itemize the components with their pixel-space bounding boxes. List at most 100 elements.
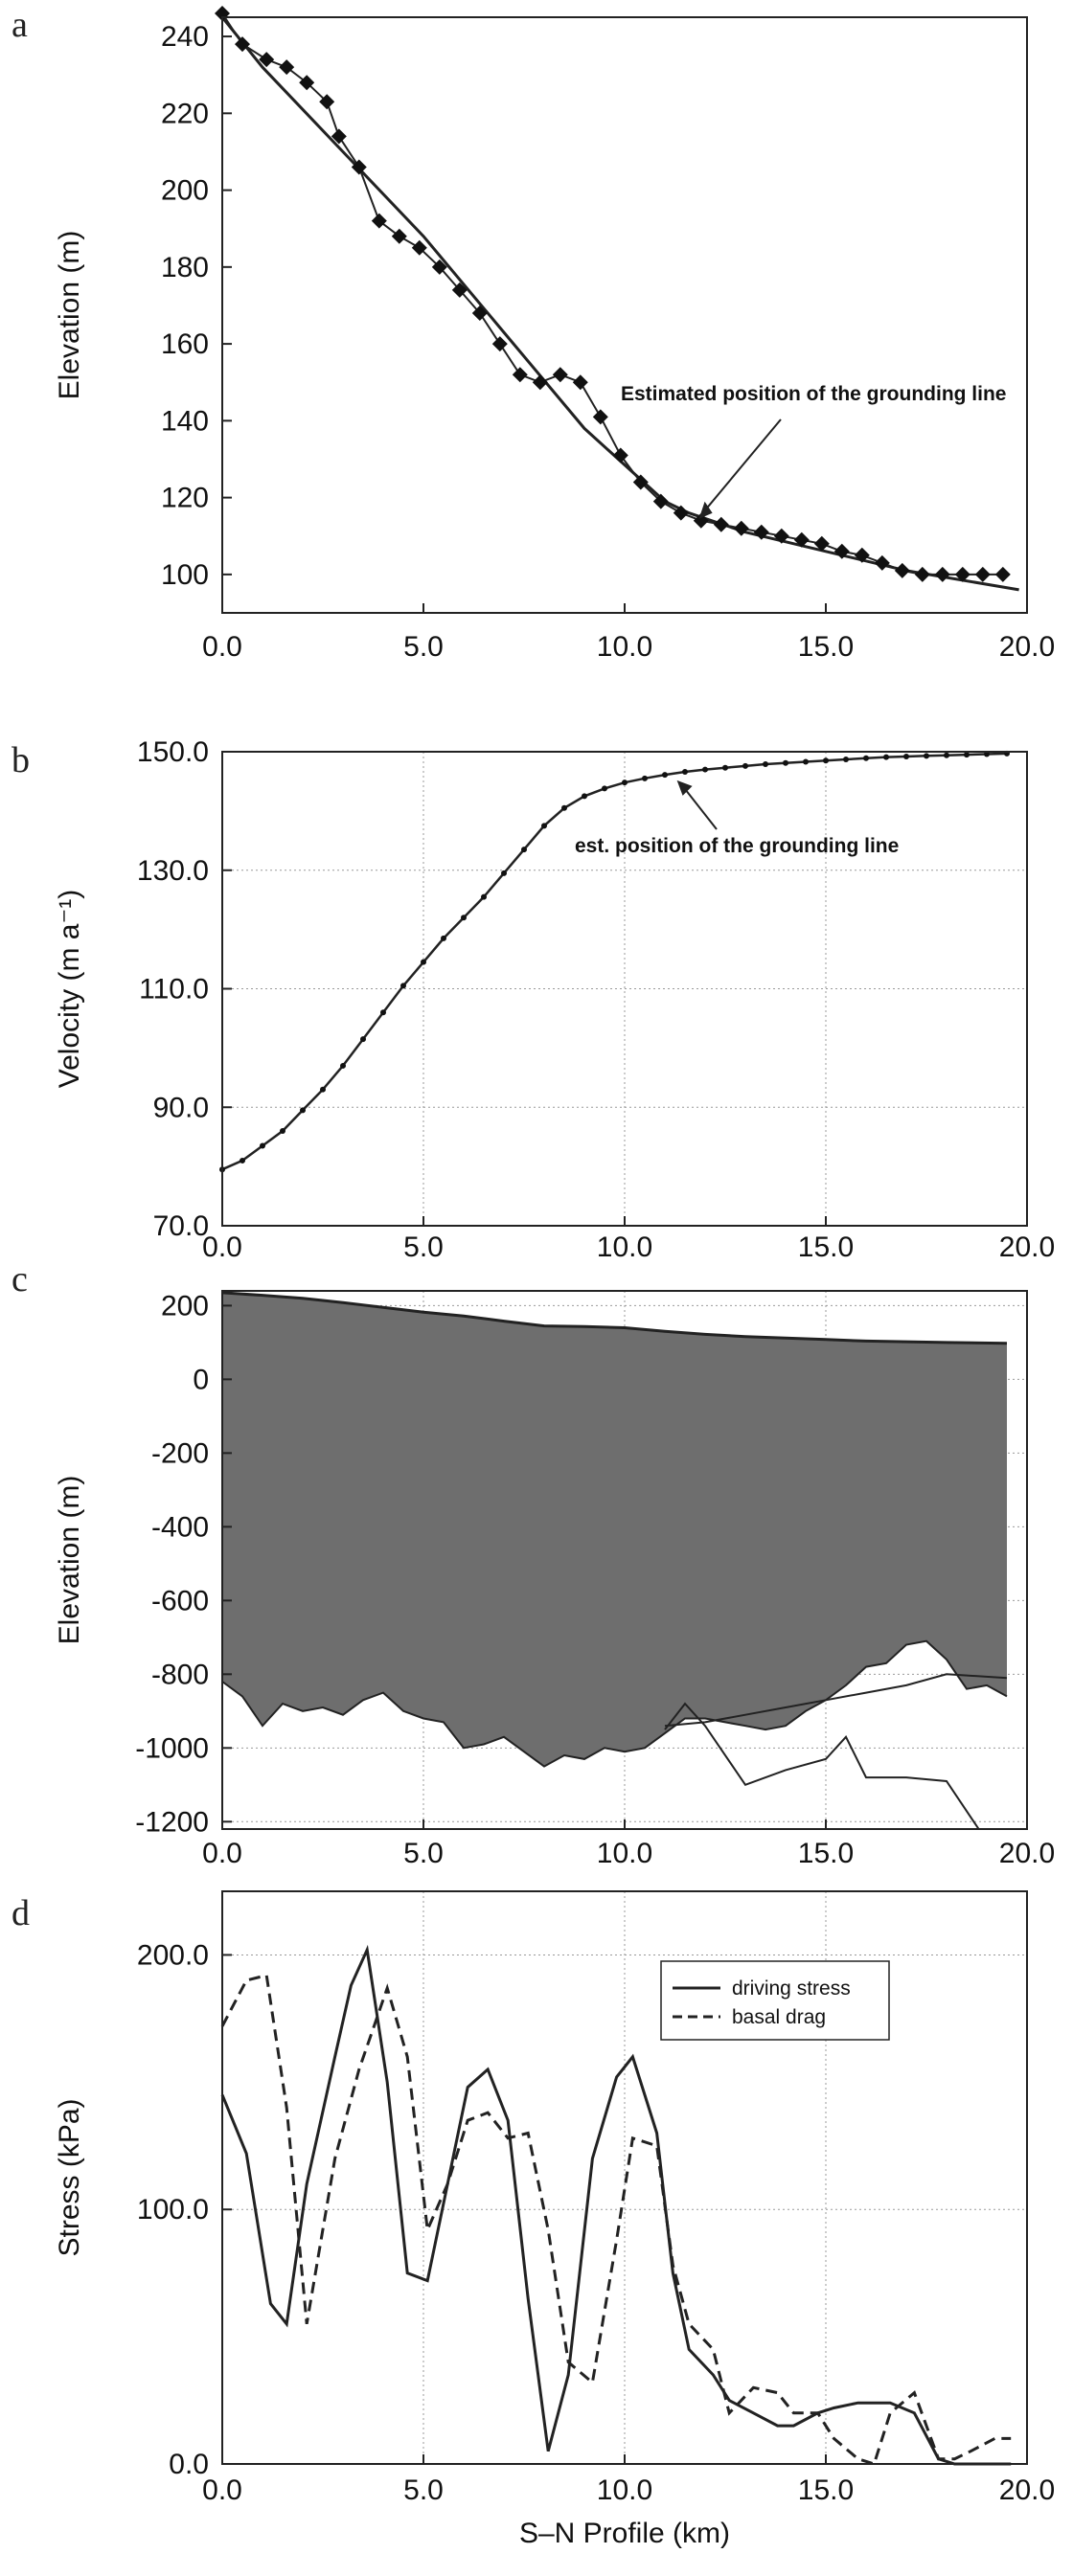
x-tick-label: 5.0	[403, 1838, 444, 1869]
velocity-point	[944, 752, 949, 758]
velocity-point	[461, 915, 467, 921]
y-tick-label: -400	[151, 1511, 209, 1543]
diamond-marker	[491, 336, 508, 352]
y-axis-label: Elevation (m)	[54, 1476, 85, 1645]
velocity-point	[924, 753, 929, 759]
diamond-marker	[854, 547, 870, 563]
diamond-marker	[319, 94, 335, 110]
x-tick-label: 15.0	[798, 631, 854, 663]
diamond-marker	[954, 566, 970, 582]
x-tick-label: 15.0	[798, 1232, 854, 1263]
diamond-marker	[773, 528, 789, 544]
y-tick-label: -800	[151, 1659, 209, 1690]
diamond-marker	[733, 520, 749, 536]
velocity-point	[240, 1157, 245, 1164]
diamond-marker	[813, 535, 830, 552]
y-tick-label: 200.0	[137, 1939, 209, 1971]
x-tick-label: 10.0	[597, 2474, 652, 2506]
x-axis-label: S–N Profile (km)	[519, 2518, 730, 2549]
x-tick-label: 20.0	[999, 631, 1055, 663]
velocity-point	[380, 1009, 386, 1016]
diamond-marker	[793, 531, 810, 548]
diamond-marker	[914, 566, 930, 582]
x-tick-label: 10.0	[597, 631, 652, 663]
panel-c: c 0.0 5.0 10.0 15.0 20.0 200 0 -200 -400 -600 -800 -…	[11, 1259, 1055, 1869]
velocity-point	[360, 1036, 366, 1043]
x-tick-label: 10.0	[597, 1232, 652, 1263]
diamond-marker	[934, 566, 950, 582]
y-tick-label: 110.0	[139, 974, 209, 1006]
x-tick-label: 5.0	[403, 1232, 444, 1263]
diamond-marker	[833, 543, 850, 559]
y-tick-label: 0	[193, 1364, 209, 1395]
panel-letter: b	[11, 740, 30, 780]
diamond-marker	[612, 447, 628, 463]
velocity-point	[280, 1128, 285, 1134]
velocity-point	[763, 760, 768, 767]
profile-line-0	[664, 1702, 980, 1830]
y-tick-label: -1200	[135, 1806, 209, 1838]
x-tick-label: 0.0	[202, 1232, 242, 1263]
y-tick-label: 90.0	[153, 1092, 209, 1123]
y-tick-label: 130.0	[137, 855, 209, 887]
velocity-point	[541, 823, 547, 829]
velocity-point	[722, 764, 728, 771]
measured-line	[221, 12, 1003, 576]
diamond-marker	[299, 75, 315, 91]
y-tick-label: -200	[151, 1437, 209, 1469]
velocity-point	[702, 766, 708, 773]
arrow-head	[676, 780, 693, 796]
x-tick-label: 15.0	[798, 1838, 854, 1869]
annotation-arrow	[701, 418, 782, 514]
diamond-marker	[451, 282, 468, 298]
velocity-point	[501, 870, 507, 876]
diamond-marker	[693, 512, 709, 529]
driving-stress-line	[220, 1944, 1012, 2466]
diamond-marker	[431, 259, 447, 275]
velocity-point	[843, 757, 849, 763]
y-tick-label: 100	[161, 559, 209, 591]
diamond-marker	[974, 566, 991, 582]
diamond-marker	[673, 505, 689, 521]
y-tick-label: 220	[161, 98, 209, 129]
legend-box	[660, 1960, 890, 2041]
velocity-point	[803, 758, 809, 765]
x-tick-label: 5.0	[403, 2474, 444, 2506]
diamond-marker	[552, 367, 568, 383]
velocity-point	[441, 935, 446, 941]
diamond-marker	[753, 524, 769, 540]
velocity-line	[221, 752, 1008, 1171]
velocity-point	[662, 772, 668, 779]
velocity-point	[883, 754, 889, 760]
annotation-arrow	[681, 785, 718, 830]
y-tick-label: 180	[161, 252, 209, 283]
diamond-marker	[279, 59, 295, 76]
panel-d: d 0.0 5.0 10.0 15.0 20.0 0.0 100.0 200.0 Stress (…	[11, 1890, 1055, 2549]
diamond-marker	[532, 374, 548, 391]
panel-letter: d	[11, 1893, 30, 1933]
diamond-marker	[874, 554, 890, 571]
basal-drag-line	[220, 1973, 1012, 2466]
velocity-point	[400, 983, 406, 989]
profile-line-1	[664, 1673, 1008, 1728]
velocity-point	[300, 1107, 306, 1114]
diamond-marker	[235, 36, 250, 53]
velocity-point	[561, 804, 567, 811]
x-tick-label: 5.0	[403, 631, 444, 663]
arrow-head	[698, 501, 713, 519]
y-tick-label: 200	[161, 1290, 209, 1322]
legend: driving stress basal drag	[660, 1960, 890, 2041]
panel-letter: c	[11, 1259, 28, 1299]
y-tick-label: 100.0	[137, 2194, 209, 2226]
velocity-point	[260, 1142, 265, 1149]
y-tick-label: 120	[161, 483, 209, 514]
velocity-point	[582, 793, 587, 800]
velocity-point	[682, 769, 688, 776]
ice-area	[222, 1292, 1007, 1767]
velocity-point	[602, 785, 607, 792]
panel-a: a 0.0 5.0 10.0 15.0 20.0 100 120 140 160 180 200 220…	[11, 5, 1055, 663]
x-tick-label: 15.0	[798, 2474, 854, 2506]
diamond-marker	[391, 228, 407, 244]
velocity-point	[823, 757, 829, 764]
velocity-point	[964, 752, 970, 758]
